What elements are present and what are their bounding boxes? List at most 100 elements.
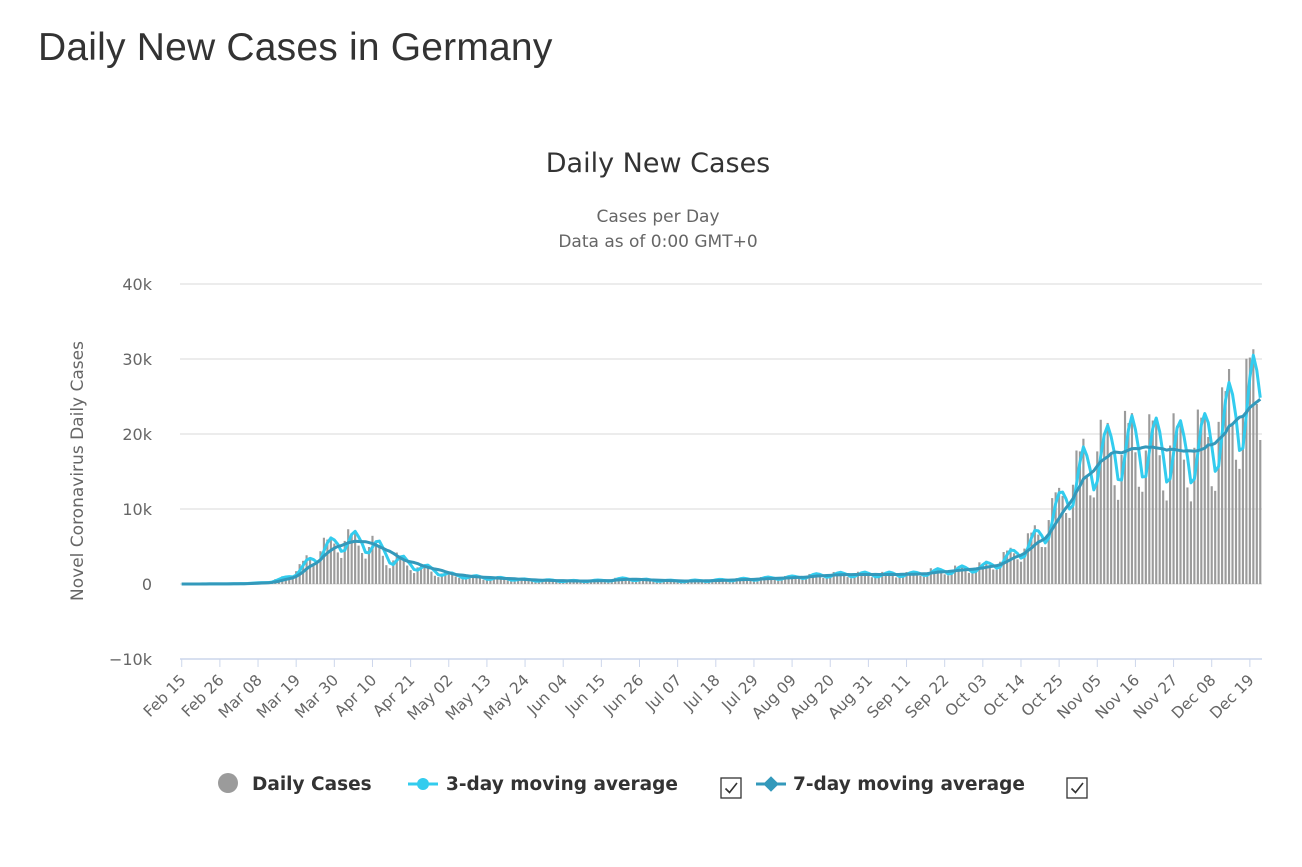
daily-cases-bar [527, 580, 530, 584]
daily-cases-bar [520, 579, 523, 584]
daily-cases-bar [506, 580, 509, 584]
daily-cases-bar [1113, 485, 1116, 584]
daily-cases-bar [1110, 453, 1113, 584]
chart-title: Daily New Cases [546, 148, 771, 179]
daily-cases-bar [1141, 491, 1144, 584]
daily-cases-bar [624, 579, 627, 584]
daily-cases-bar [343, 540, 346, 584]
daily-cases-bar [770, 578, 773, 584]
daily-cases-bar [1064, 513, 1068, 584]
daily-cases-bar [801, 579, 804, 584]
daily-cases-bar [936, 567, 939, 584]
daily-cases-bar [981, 563, 984, 584]
daily-cases-bar [628, 580, 631, 584]
daily-cases-bar [853, 574, 856, 584]
daily-cases-bar [773, 579, 776, 584]
daily-cases-bar [444, 572, 447, 584]
daily-cases-bar [454, 576, 457, 584]
daily-cases-bar [1051, 498, 1054, 584]
daily-cases-bar [371, 535, 374, 584]
daily-cases-bar [1224, 391, 1227, 584]
x-tick-label: Jul 18 [680, 671, 724, 715]
daily-cases-bar [1068, 517, 1071, 584]
legend-ma3-checkbox[interactable] [720, 777, 742, 799]
daily-cases-bar [1040, 546, 1043, 584]
daily-cases-bar [846, 577, 849, 584]
legend-ma7-checkbox[interactable] [1066, 777, 1088, 799]
daily-cases-bar [1155, 419, 1158, 584]
daily-cases-bar [742, 578, 745, 584]
daily-cases-bar [933, 569, 936, 584]
daily-cases-bar [534, 581, 537, 584]
daily-cases-bar [1175, 425, 1179, 584]
daily-cases-bar [367, 547, 371, 584]
daily-cases-bar [988, 565, 991, 584]
daily-cases-bar [395, 552, 398, 584]
daily-cases-bar [995, 569, 998, 584]
daily-cases-bar [666, 580, 669, 584]
daily-cases-bar [1182, 459, 1186, 584]
legend-daily-cases-label: Daily Cases [252, 774, 372, 795]
legend-item-daily-cases[interactable]: Daily Cases [218, 773, 372, 795]
daily-cases-bar [905, 572, 908, 584]
daily-cases-bar [392, 560, 395, 584]
legend-ma3-checkbox-box [720, 777, 742, 799]
daily-cases-bar [863, 571, 866, 584]
x-tick-label: Jun 26 [599, 671, 647, 719]
daily-cases-bar [884, 572, 887, 584]
daily-cases-bar [1012, 553, 1016, 584]
ma7-line [181, 398, 1262, 586]
daily-cases-bar [465, 577, 468, 584]
daily-cases-bar [839, 571, 842, 584]
daily-cases-bar [1189, 501, 1192, 584]
daily-cases-bar [385, 565, 388, 584]
daily-cases-bar [950, 570, 953, 584]
daily-cases-bar [1151, 420, 1154, 584]
daily-cases-bar [451, 573, 454, 584]
daily-cases-bar [1193, 447, 1196, 584]
daily-cases-bar [943, 574, 946, 584]
daily-cases-bar [364, 558, 367, 584]
daily-cases-bar [1179, 423, 1182, 584]
daily-cases-bar [1006, 550, 1009, 584]
daily-cases-bar [836, 572, 839, 584]
daily-cases-bar [1169, 445, 1172, 584]
daily-cases-bar [721, 580, 724, 584]
daily-cases-bar [419, 563, 423, 584]
daily-cases-bar [1002, 552, 1005, 584]
y-axis-ticks: −10k 0 10k 20k 30k 40k [109, 275, 153, 669]
daily-cases-bar [804, 576, 808, 584]
daily-cases-bar [957, 566, 960, 584]
daily-cases-bar [1030, 532, 1033, 584]
daily-cases-bar [350, 533, 353, 584]
daily-cases-bar [354, 531, 357, 584]
daily-cases-bar [825, 577, 828, 584]
daily-cases-bar [1058, 487, 1061, 584]
daily-cases-bar [426, 566, 430, 584]
daily-cases-bar [510, 580, 513, 584]
daily-cases-bar [1026, 533, 1029, 584]
daily-cases-bar [673, 581, 676, 584]
daily-cases-bar [447, 573, 450, 584]
y-tick-label: 20k [122, 425, 152, 444]
daily-cases-bar [832, 571, 835, 584]
daily-cases-bar [877, 575, 880, 584]
legend-item-ma3[interactable]: 3-day moving average [408, 774, 678, 795]
daily-cases-bar [763, 577, 766, 584]
x-tick-label: Jul 07 [641, 671, 685, 715]
daily-cases-bar [336, 552, 339, 584]
daily-cases-bar [551, 580, 554, 584]
daily-cases-bar [406, 565, 409, 584]
daily-cases-bar [985, 560, 988, 584]
legend-item-ma7[interactable]: 7-day moving average [756, 774, 1025, 795]
daily-cases-bar [728, 581, 731, 584]
daily-cases-bar [974, 568, 977, 584]
daily-cases-bar [1075, 450, 1078, 584]
daily-cases-bar [1203, 413, 1206, 584]
daily-cases-bar [919, 575, 922, 584]
daily-cases-bar [523, 578, 527, 584]
daily-cases-bar [576, 581, 579, 584]
daily-cases-bar [1019, 561, 1023, 584]
daily-cases-bar [1085, 476, 1088, 584]
legend-ma7-checkbox-box [1066, 777, 1088, 799]
